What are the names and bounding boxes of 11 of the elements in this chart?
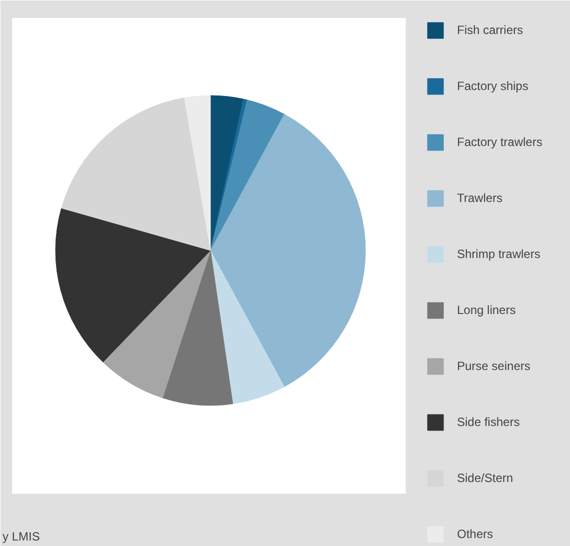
legend-label: Fish carriers [457, 23, 524, 37]
legend-label: Side fishers [457, 415, 520, 429]
legend-label: Side/Stern [457, 471, 514, 485]
legend-label: Long liners [457, 303, 516, 317]
legend-label: Others [457, 527, 494, 541]
legend-label: Purse seiners [457, 359, 530, 373]
legend-label: Factory ships [457, 79, 528, 93]
legend-label: Factory trawlers [457, 135, 542, 149]
text: y LMIS [2, 530, 40, 544]
legend-label: Shrimp trawlers [457, 247, 540, 261]
legend-label: Trawlers [457, 191, 503, 205]
